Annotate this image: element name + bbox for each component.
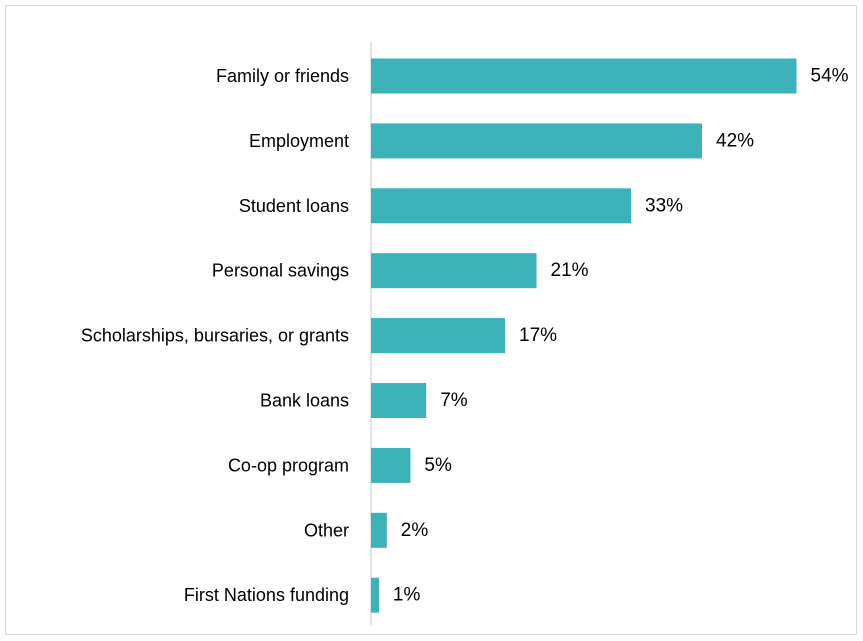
value-label-4: 17% xyxy=(519,325,557,346)
bars-group xyxy=(371,58,797,613)
bar-4 xyxy=(371,318,505,354)
value-label-8: 1% xyxy=(393,585,421,606)
bar-8 xyxy=(371,577,379,613)
bar-1 xyxy=(371,123,702,159)
category-labels-group: Family or friends Employment Student loans… xyxy=(81,66,349,605)
category-label-4: Scholarships, bursaries, or grants xyxy=(81,326,349,346)
bar-7 xyxy=(371,512,387,548)
value-label-5: 7% xyxy=(440,390,468,411)
category-label-0: Family or friends xyxy=(216,66,349,86)
category-label-2: Student loans xyxy=(239,196,349,216)
value-label-7: 2% xyxy=(401,520,429,541)
category-label-8: First Nations funding xyxy=(184,585,349,605)
category-label-3: Personal savings xyxy=(212,261,349,281)
value-label-1: 42% xyxy=(716,130,754,151)
category-label-5: Bank loans xyxy=(260,391,349,411)
bar-0 xyxy=(371,58,797,94)
category-label-6: Co-op program xyxy=(228,455,349,475)
category-label-1: Employment xyxy=(249,131,349,151)
bar-5 xyxy=(371,383,427,418)
value-label-6: 5% xyxy=(424,455,452,476)
bar-2 xyxy=(371,188,631,224)
value-label-2: 33% xyxy=(645,195,683,216)
bar-6 xyxy=(371,447,411,483)
bar-3 xyxy=(371,253,537,289)
value-labels-group: 54% 42% 33% 21% 17% 7% 5% 2% 1% xyxy=(393,66,849,606)
category-label-7: Other xyxy=(304,520,349,540)
value-label-0: 54% xyxy=(811,66,849,87)
value-label-3: 21% xyxy=(551,260,589,281)
